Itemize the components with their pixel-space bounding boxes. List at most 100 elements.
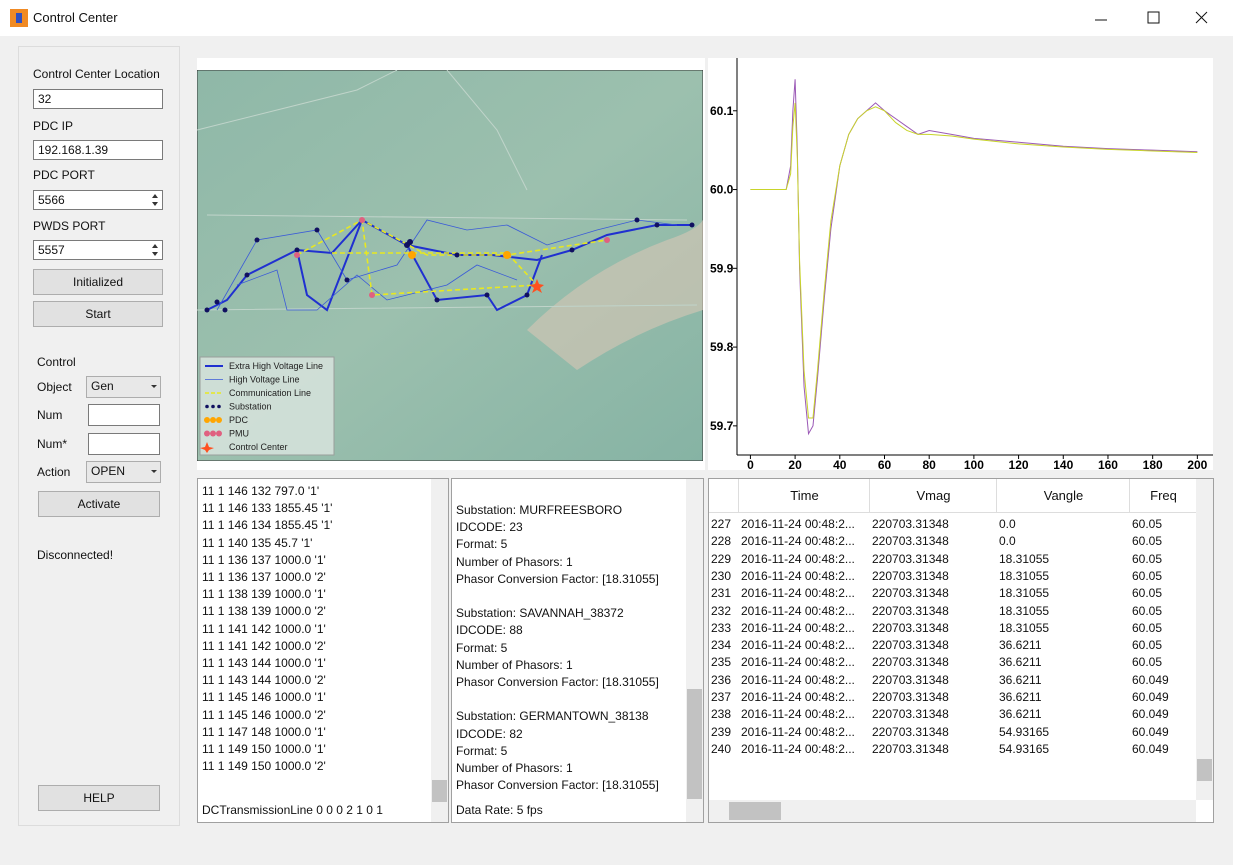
- row-number: 231: [711, 586, 735, 600]
- table-cell: 220703.31348: [872, 742, 996, 756]
- log-line: 11 1 143 144 1000.0 '1': [202, 656, 326, 670]
- x-tick-label: 80: [923, 458, 937, 470]
- table-cell: 2016-11-24 00:48:2...: [741, 569, 869, 583]
- legend-symbol: [216, 431, 222, 437]
- y-tick-label: 59.8: [710, 340, 734, 354]
- row-number: 240: [711, 742, 735, 756]
- table-cell: 220703.31348: [872, 517, 996, 531]
- x-tick-label: 0: [747, 458, 754, 470]
- table-cell: 36.6211: [999, 707, 1129, 721]
- scroll-thumb[interactable]: [687, 689, 702, 799]
- info-line: Format: 5: [456, 537, 507, 551]
- column-header: Time: [738, 479, 870, 512]
- legend-symbol: [216, 417, 222, 423]
- legend-symbol: [217, 405, 221, 409]
- table-cell: 18.31055: [999, 604, 1129, 618]
- log-line: DCTransmissionLine 0 0 0 2 1 0 1: [202, 803, 383, 817]
- h-scrollbar[interactable]: [709, 800, 1196, 822]
- initialize-button[interactable]: Initialized: [33, 269, 163, 295]
- spin-arrows[interactable]: [149, 192, 161, 208]
- pdc-ip-input[interactable]: 192.168.1.39: [33, 140, 163, 160]
- table-cell: 60.049: [1132, 690, 1196, 704]
- num-input[interactable]: [88, 404, 160, 426]
- scrollbar[interactable]: [431, 479, 448, 822]
- info-line: Phasor Conversion Factor: [18.31055]: [456, 778, 659, 792]
- table-cell: 220703.31348: [872, 673, 996, 687]
- scroll-thumb[interactable]: [729, 802, 781, 820]
- table-cell: 60.05: [1132, 604, 1196, 618]
- location-input[interactable]: 32: [33, 89, 163, 109]
- app-icon: [10, 9, 28, 27]
- row-number: 229: [711, 552, 735, 566]
- status-text: Disconnected!: [37, 548, 113, 562]
- table-cell: 2016-11-24 00:48:2...: [741, 690, 869, 704]
- label: PDC PORT: [33, 168, 95, 182]
- row-number: 236: [711, 673, 735, 687]
- pdc-port-spinbox[interactable]: 5566: [33, 190, 163, 210]
- activate-button[interactable]: Activate: [38, 491, 160, 517]
- scrollbar[interactable]: [686, 479, 703, 822]
- info-line: Number of Phasors: 1: [456, 658, 573, 672]
- pwds-port-spinbox[interactable]: 5557: [33, 240, 163, 260]
- label: Object: [37, 380, 72, 394]
- close-button[interactable]: [1196, 12, 1207, 23]
- row-number: 227: [711, 517, 735, 531]
- log-line: 11 1 141 142 1000.0 '1': [202, 622, 326, 636]
- table-cell: 0.0: [999, 517, 1129, 531]
- scrollbar[interactable]: [1196, 479, 1213, 800]
- table-cell: 60.049: [1132, 725, 1196, 739]
- info-line: Phasor Conversion Factor: [18.31055]: [456, 675, 659, 689]
- dropdown-arrow[interactable]: [150, 383, 158, 391]
- table-cell: 2016-11-24 00:48:2...: [741, 621, 869, 635]
- table-cell: 220703.31348: [872, 707, 996, 721]
- app-window: Control Center Control Center Location 3…: [0, 0, 1233, 865]
- table-cell: 220703.31348: [872, 690, 996, 704]
- x-tick-label: 60: [878, 458, 892, 470]
- table-cell: 2016-11-24 00:48:2...: [741, 638, 869, 652]
- dropdown-arrow[interactable]: [150, 468, 158, 476]
- info-line: Phasor Conversion Factor: [18.31055]: [456, 572, 659, 586]
- label: PWDS PORT: [33, 219, 105, 233]
- table-cell: 0.0: [999, 534, 1129, 548]
- table-cell: 60.05: [1132, 534, 1196, 548]
- y-tick-label: 59.7: [710, 419, 734, 433]
- spin-arrows[interactable]: [149, 242, 161, 258]
- scroll-thumb[interactable]: [432, 780, 447, 802]
- log-line: 11 1 140 135 45.7 '1': [202, 536, 312, 550]
- table-cell: 60.049: [1132, 707, 1196, 721]
- num-star-input[interactable]: [88, 433, 160, 455]
- info-line: IDCODE: 82: [456, 727, 523, 741]
- label: Action: [37, 465, 70, 479]
- x-tick-label: 140: [1053, 458, 1073, 470]
- table-cell: 60.05: [1132, 569, 1196, 583]
- window-title: Control Center: [33, 10, 118, 25]
- scroll-thumb[interactable]: [1197, 759, 1212, 781]
- table-cell: 60.05: [1132, 621, 1196, 635]
- legend-label: Control Center: [229, 442, 288, 452]
- label: Control Center Location: [33, 67, 160, 81]
- legend-label: High Voltage Line: [229, 375, 300, 385]
- column-header: Vangle: [996, 479, 1130, 512]
- table-cell: 2016-11-24 00:48:2...: [741, 552, 869, 566]
- legend-symbol: [204, 431, 210, 437]
- log-line: 11 1 149 150 1000.0 '2': [202, 759, 326, 773]
- row-number: 237: [711, 690, 735, 704]
- legend-label: Substation: [229, 402, 272, 412]
- maximize-button[interactable]: [1148, 12, 1159, 23]
- table-cell: 18.31055: [999, 621, 1129, 635]
- table-cell: 36.6211: [999, 673, 1129, 687]
- info-line: IDCODE: 88: [456, 623, 523, 637]
- row-number: 239: [711, 725, 735, 739]
- table-cell: 36.6211: [999, 690, 1129, 704]
- window-controls[interactable]: [1090, 8, 1220, 28]
- help-button[interactable]: HELP: [38, 785, 160, 811]
- table-cell: 60.05: [1132, 586, 1196, 600]
- legend-symbol: [205, 405, 209, 409]
- table-cell: 2016-11-24 00:48:2...: [741, 673, 869, 687]
- start-button[interactable]: Start: [33, 301, 163, 327]
- log-line: 11 1 141 142 1000.0 '2': [202, 639, 326, 653]
- table-cell: 2016-11-24 00:48:2...: [741, 725, 869, 739]
- log-line: 11 1 138 139 1000.0 '2': [202, 604, 326, 618]
- table-cell: 220703.31348: [872, 638, 996, 652]
